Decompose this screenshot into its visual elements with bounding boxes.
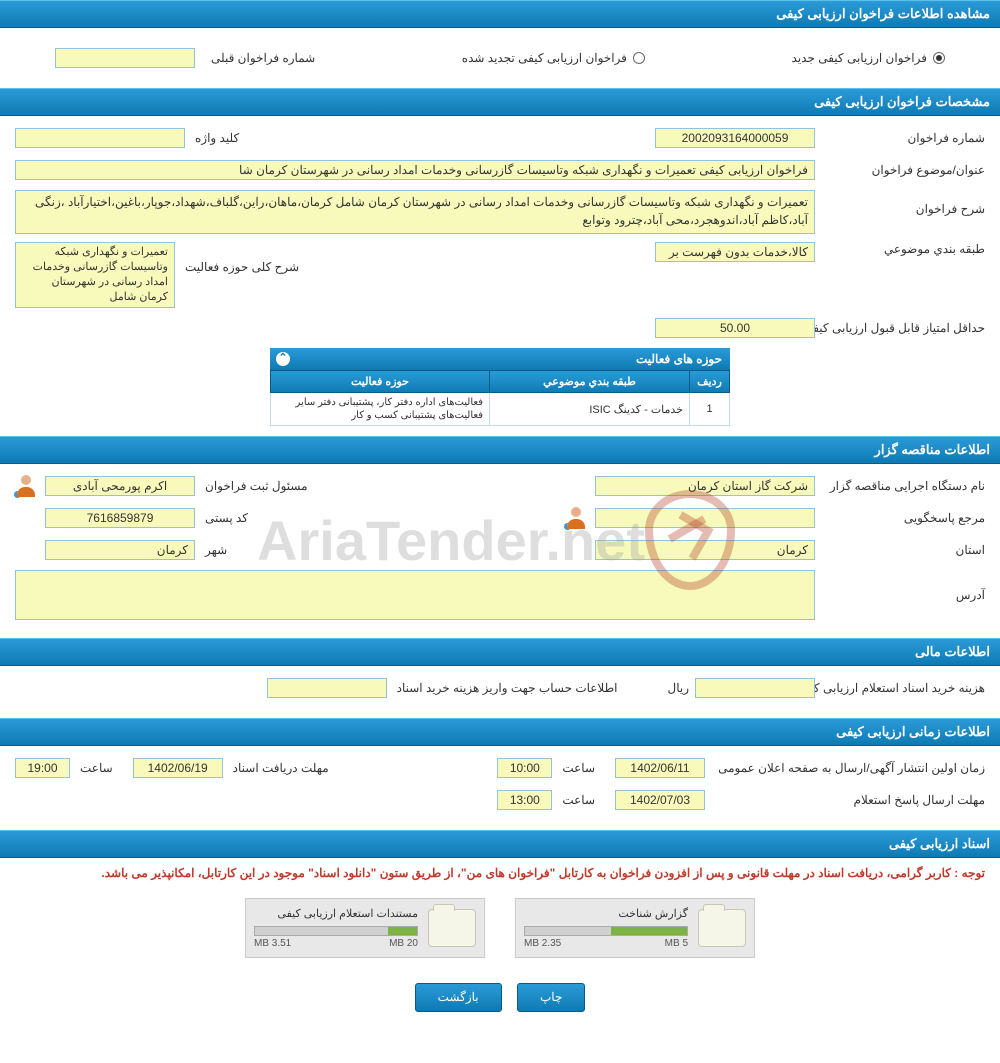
rial-label: ریال: [657, 681, 695, 695]
section-header-view-info: مشاهده اطلاعات فراخوان ارزیابی کیفی: [0, 0, 1000, 28]
deadline-label: مهلت دریافت اسناد: [223, 761, 329, 775]
radio-renewed-label: فراخوان ارزیابی کیفی تجدید شده: [462, 51, 627, 65]
keyword-label: کلید واژه: [185, 131, 239, 145]
file1-progress-fill: [611, 927, 687, 935]
desc-label: شرح فراخوان: [815, 190, 985, 216]
section-header-specs: مشخصات فراخوان ارزیابی کیفی: [0, 88, 1000, 116]
person-icon[interactable]: i: [15, 475, 37, 497]
province-value: کرمان: [595, 540, 815, 560]
file1-used: 2.35 MB: [524, 938, 561, 949]
call-number-value: 2002093164000059: [655, 128, 815, 148]
grid-title-text: حوزه های فعالیت: [636, 352, 722, 366]
cell-cat: خدمات - کدینگ ISIC: [490, 393, 690, 426]
col-category: طبقه بندي موضوعي: [490, 371, 690, 393]
collapse-icon[interactable]: ⌃: [276, 352, 290, 366]
registrar-label: مسئول ثبت فراخوان: [195, 479, 308, 493]
radio-new-call[interactable]: فراخوان ارزیابی کیفی جدید: [792, 51, 945, 65]
file-block-report[interactable]: گزارش شناخت 5 MB 2.35 MB: [515, 898, 755, 958]
keyword-value: [15, 128, 185, 148]
subject-label: عنوان/موضوع فراخوان: [815, 163, 985, 177]
publish-time: 10:00: [497, 758, 552, 778]
file2-used: 3.51 MB: [254, 938, 291, 949]
section-header-docs: اسناد ارزیابی کیفی: [0, 830, 1000, 858]
table-row: 1 خدمات - کدینگ ISIC فعالیت‌های اداره دف…: [271, 393, 730, 426]
grid-title-bar: حوزه های فعالیت ⌃: [270, 348, 730, 370]
postal-value: 7616859879: [45, 508, 195, 528]
cost-value: [695, 678, 815, 698]
call-type-row: فراخوان ارزیابی کیفی جدید فراخوان ارزیاب…: [0, 28, 1000, 88]
activity-label: شرح کلی حوزه فعالیت: [175, 242, 299, 274]
time-word-2: ساعت: [70, 761, 113, 775]
folder-icon: [428, 909, 476, 947]
province-label: استان: [815, 543, 985, 557]
desc-value: تعمیرات و نگهداری شبکه وتاسیسات گازرسانی…: [15, 190, 815, 234]
account-value: [267, 678, 387, 698]
file-blocks-row: گزارش شناخت 5 MB 2.35 MB مستندات استعلام…: [0, 888, 1000, 968]
publish-label: زمان اولین انتشار آگهی/ارسال به صفحه اعل…: [705, 761, 985, 775]
address-label: آدرس: [815, 570, 985, 602]
person-icon[interactable]: i: [565, 507, 587, 529]
tenderer-body: نام دستگاه اجرایی مناقصه گزار شرکت گاز ا…: [0, 464, 1000, 638]
radio-dot-renewed[interactable]: [633, 52, 645, 64]
file2-progress: [254, 926, 418, 936]
response-time: 13:00: [497, 790, 552, 810]
cell-idx: 1: [690, 393, 730, 426]
file2-title: مستندات استعلام ارزیابی کیفی: [254, 907, 418, 920]
activity-grid: حوزه های فعالیت ⌃ ردیف طبقه بندي موضوعي …: [270, 348, 730, 426]
col-activity: حوزه فعاليت: [271, 371, 490, 393]
radio-new-label: فراخوان ارزیابی کیفی جدید: [792, 51, 927, 65]
time-word-3: ساعت: [552, 793, 595, 807]
back-button[interactable]: بازگشت: [415, 983, 502, 1012]
button-row: چاپ بازگشت: [0, 968, 1000, 1027]
deadline-date: 1402/06/19: [133, 758, 223, 778]
radio-dot-new[interactable]: [933, 52, 945, 64]
folder-icon: [698, 909, 746, 947]
category-label: طبقه بندي موضوعي: [815, 242, 985, 256]
file1-progress: [524, 926, 688, 936]
file2-progress-fill: [388, 927, 417, 935]
category-value: کالا،خدمات بدون فهرست بر: [655, 242, 815, 262]
file1-total: 5 MB: [665, 938, 688, 949]
cost-label: هزینه خرید اسناد استعلام ارزیابی کیفی: [815, 681, 985, 696]
subject-value: فراخوان ارزیابی کیفی تعمیرات و نگهداری ش…: [15, 160, 815, 180]
notice-text: توجه : کاربر گرامی، دریافت اسناد در مهلت…: [0, 858, 1000, 888]
prev-call-label: شماره فراخوان قبلی: [201, 51, 315, 65]
minscore-value: 50.00: [655, 318, 815, 338]
activity-value: تعمیرات و نگهداری شبکه وتاسیسات گازرسانی…: [15, 242, 175, 308]
minscore-label: حداقل امتیاز قابل قبول ارزیابی کیفی: [815, 321, 985, 335]
file2-total: 20 MB: [389, 938, 418, 949]
cell-act: فعالیت‌های اداره دفتر کار، پشتیبانی دفتر…: [271, 393, 490, 426]
address-value: [15, 570, 815, 620]
responder-label: مرجع پاسخگویی: [815, 511, 985, 525]
col-row: ردیف: [690, 371, 730, 393]
city-value: کرمان: [45, 540, 195, 560]
deadline-time: 19:00: [15, 758, 70, 778]
publish-date: 1402/06/11: [615, 758, 705, 778]
registrar-value: اکرم پورمحی آبادی: [45, 476, 195, 496]
section-header-financial: اطلاعات مالی: [0, 638, 1000, 666]
org-value: شرکت گاز استان کرمان: [595, 476, 815, 496]
print-button[interactable]: چاپ: [517, 983, 585, 1012]
specs-body: شماره فراخوان 2002093164000059 کلید واژه…: [0, 116, 1000, 436]
org-label: نام دستگاه اجرایی مناقصه گزار: [815, 479, 985, 493]
response-date: 1402/07/03: [615, 790, 705, 810]
prev-call-number-group: شماره فراخوان قبلی: [55, 48, 315, 68]
city-label: شهر: [195, 543, 227, 557]
response-label: مهلت ارسال پاسخ استعلام: [705, 793, 985, 807]
section-header-timing: اطلاعات زمانی ارزیابی کیفی: [0, 718, 1000, 746]
postal-label: کد پستی: [195, 511, 248, 525]
account-label: اطلاعات حساب جهت واریز هزینه خرید اسناد: [387, 681, 618, 696]
file1-title: گزارش شناخت: [524, 907, 688, 920]
time-word-1: ساعت: [552, 761, 595, 775]
timing-body: زمان اولین انتشار آگهی/ارسال به صفحه اعل…: [0, 746, 1000, 830]
responder-value: [595, 508, 815, 528]
radio-renewed-call[interactable]: فراخوان ارزیابی کیفی تجدید شده: [462, 51, 645, 65]
file-block-docs[interactable]: مستندات استعلام ارزیابی کیفی 20 MB 3.51 …: [245, 898, 485, 958]
section-header-tenderer: اطلاعات مناقصه گزار: [0, 436, 1000, 464]
financial-body: هزینه خرید اسناد استعلام ارزیابی کیفی ری…: [0, 666, 1000, 718]
call-number-label: شماره فراخوان: [815, 131, 985, 145]
activity-table: ردیف طبقه بندي موضوعي حوزه فعاليت 1 خدما…: [270, 370, 730, 426]
prev-call-value: [55, 48, 195, 68]
